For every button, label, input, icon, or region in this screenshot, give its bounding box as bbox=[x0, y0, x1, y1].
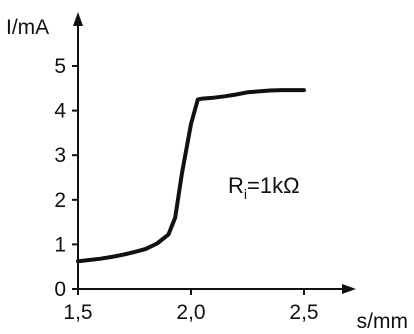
y-tick-label: 5 bbox=[54, 55, 66, 78]
y-axis-label: I/mA bbox=[6, 16, 49, 39]
y-tick-label: 1 bbox=[54, 233, 66, 256]
y-tick-label: 4 bbox=[54, 100, 66, 123]
resistance-annotation: Ri=1kΩ bbox=[228, 173, 300, 202]
x-axis-arrowhead bbox=[342, 284, 356, 294]
y-axis-arrowhead bbox=[73, 12, 83, 26]
x-tick-label: 2,5 bbox=[289, 301, 318, 324]
y-tick-label: 2 bbox=[54, 189, 66, 212]
x-tick-label: 2,0 bbox=[176, 301, 205, 324]
x-axis-label: s/mm bbox=[357, 310, 408, 333]
series-line bbox=[76, 88, 306, 264]
axis-ticks bbox=[72, 65, 305, 295]
axes bbox=[73, 12, 356, 294]
x-tick-label: 1,5 bbox=[63, 301, 92, 324]
tick-labels: 0 1 2 3 4 5 1,5 2,0 2,5 bbox=[54, 55, 318, 324]
annotation-main: R bbox=[228, 173, 244, 198]
y-tick-label: 0 bbox=[54, 278, 66, 301]
annotation-rest: =1kΩ bbox=[247, 173, 300, 198]
annotation-subscript: i bbox=[244, 186, 247, 202]
y-tick-label: 3 bbox=[54, 144, 66, 167]
